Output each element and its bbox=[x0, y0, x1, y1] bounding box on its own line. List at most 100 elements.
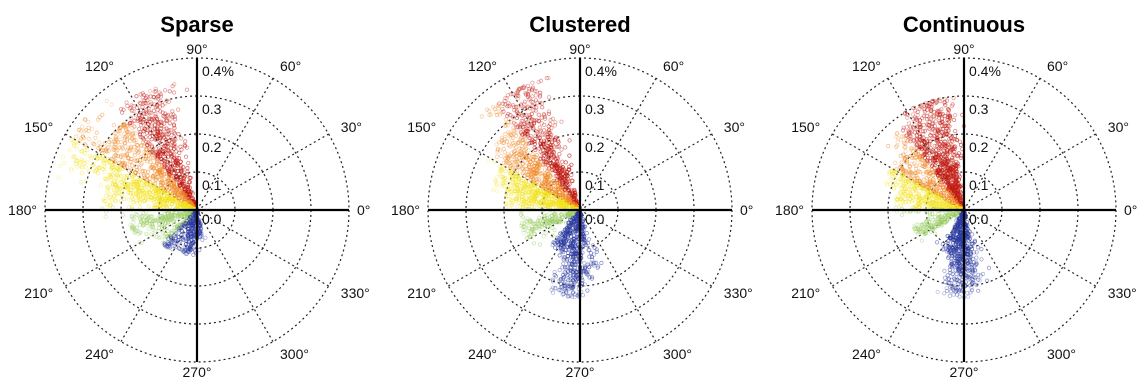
data-point bbox=[537, 242, 543, 247]
data-point bbox=[174, 239, 179, 244]
data-point bbox=[156, 133, 162, 139]
data-point bbox=[144, 181, 149, 186]
data-point bbox=[158, 94, 163, 99]
data-point bbox=[159, 123, 164, 128]
grid-spoke bbox=[120, 209, 198, 342]
data-point bbox=[81, 136, 87, 141]
data-point bbox=[136, 149, 141, 154]
data-point bbox=[144, 119, 150, 124]
data-point bbox=[168, 192, 173, 197]
data-point bbox=[172, 187, 177, 193]
data-point bbox=[73, 134, 79, 139]
data-point bbox=[132, 179, 137, 184]
data-point bbox=[61, 161, 67, 166]
data-point bbox=[141, 101, 146, 106]
data-point bbox=[116, 187, 122, 192]
data-point bbox=[171, 130, 176, 135]
data-point bbox=[133, 230, 138, 235]
data-point bbox=[185, 166, 190, 171]
data-point bbox=[177, 195, 182, 201]
data-point bbox=[86, 125, 91, 130]
data-point bbox=[180, 191, 185, 196]
radial-tick-label: 0.3 bbox=[585, 101, 605, 117]
data-point bbox=[164, 126, 169, 131]
data-point bbox=[157, 154, 162, 159]
data-point bbox=[79, 165, 85, 170]
data-point bbox=[114, 142, 119, 147]
data-point bbox=[139, 108, 144, 113]
data-point bbox=[561, 261, 566, 266]
data-point bbox=[146, 106, 151, 111]
data-point bbox=[123, 161, 128, 166]
data-point bbox=[103, 176, 108, 181]
data-point bbox=[131, 191, 136, 196]
data-point bbox=[114, 198, 119, 203]
data-point bbox=[112, 193, 117, 199]
data-point bbox=[122, 121, 127, 126]
angle-tick-label: 0° bbox=[357, 202, 370, 218]
data-point bbox=[546, 95, 552, 100]
data-point bbox=[117, 125, 122, 130]
data-point bbox=[56, 175, 61, 180]
data-point bbox=[130, 173, 135, 178]
data-point bbox=[893, 205, 898, 210]
data-point bbox=[894, 201, 900, 206]
data-point bbox=[142, 190, 147, 195]
data-point bbox=[93, 135, 98, 140]
data-point bbox=[152, 102, 157, 107]
data-point bbox=[102, 198, 107, 204]
data-point bbox=[127, 135, 132, 140]
data-point bbox=[131, 220, 136, 225]
data-point bbox=[180, 193, 185, 198]
data-point bbox=[479, 114, 484, 119]
data-point bbox=[139, 214, 144, 220]
data-point bbox=[155, 129, 160, 134]
data-point bbox=[163, 232, 168, 237]
data-point bbox=[131, 130, 136, 135]
data-point bbox=[183, 139, 188, 144]
data-point bbox=[166, 236, 171, 241]
data-point bbox=[177, 228, 182, 233]
data-point bbox=[115, 184, 120, 189]
data-point bbox=[133, 137, 138, 143]
data-point bbox=[498, 153, 504, 158]
data-point bbox=[124, 175, 129, 180]
data-point bbox=[119, 198, 124, 203]
angle-tick-label: 90° bbox=[186, 41, 207, 57]
data-point bbox=[92, 142, 97, 147]
data-point bbox=[109, 102, 114, 107]
data-point bbox=[79, 157, 84, 162]
data-point bbox=[151, 174, 156, 179]
data-point bbox=[158, 109, 163, 114]
data-point bbox=[171, 112, 176, 117]
data-point bbox=[142, 98, 147, 103]
data-point bbox=[160, 223, 165, 228]
data-point bbox=[166, 176, 171, 181]
data-point bbox=[167, 89, 172, 94]
data-point bbox=[951, 117, 957, 123]
data-point bbox=[79, 171, 85, 176]
data-point bbox=[164, 131, 169, 136]
data-point bbox=[74, 146, 79, 151]
angle-tick-label: 30° bbox=[724, 119, 745, 135]
data-point bbox=[155, 94, 160, 100]
data-point bbox=[144, 159, 150, 164]
data-point bbox=[113, 162, 118, 167]
data-point bbox=[166, 192, 171, 197]
chart-title: Clustered bbox=[529, 12, 630, 37]
data-point bbox=[125, 124, 130, 129]
data-point bbox=[152, 127, 157, 132]
data-point bbox=[106, 144, 111, 149]
angle-tick-label: 270° bbox=[183, 364, 212, 380]
data-point bbox=[557, 152, 562, 157]
data-point bbox=[134, 148, 139, 153]
data-point bbox=[180, 168, 185, 173]
data-point bbox=[95, 156, 100, 161]
data-point bbox=[104, 177, 109, 182]
data-point bbox=[117, 134, 123, 139]
data-point bbox=[119, 192, 125, 197]
data-point bbox=[147, 214, 152, 219]
data-point bbox=[109, 156, 114, 162]
data-point bbox=[177, 240, 182, 245]
data-point bbox=[122, 124, 127, 129]
